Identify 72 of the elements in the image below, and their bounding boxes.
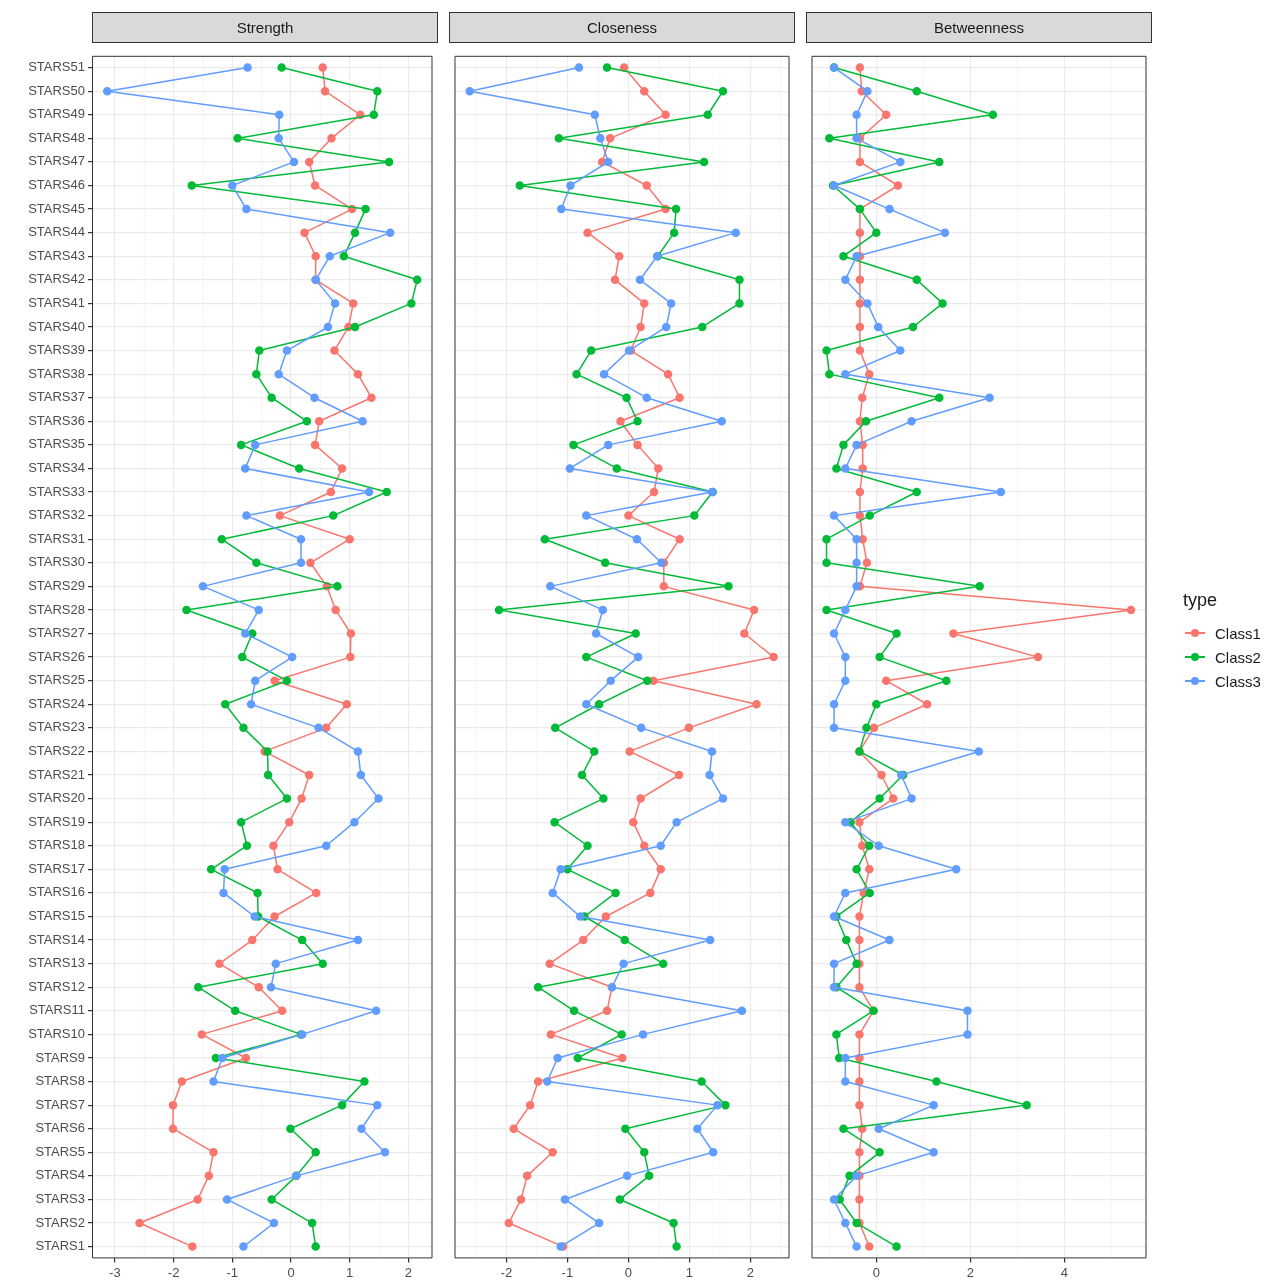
y-tick-label: STARS12 [28,978,85,994]
y-tick-label: STARS34 [28,460,85,476]
y-tick-label: STARS11 [29,1002,85,1018]
y-tick-label: STARS42 [28,271,85,287]
y-tick-label: STARS37 [28,389,85,405]
x-tick-label: -1 [561,1264,574,1280]
y-tick-label: STARS28 [28,601,85,617]
x-tick-label: -2 [167,1264,180,1280]
legend-label: Class1 [1215,624,1261,642]
y-tick-label: STARS32 [28,507,85,523]
y-tick-label: STARS20 [28,790,85,806]
y-tick-label: STARS38 [28,365,85,381]
y-tick-label: STARS15 [28,908,85,924]
y-tick-label: STARS50 [28,82,85,98]
y-tick-label: STARS49 [28,106,85,122]
y-tick-label: STARS46 [28,177,85,193]
y-tick-label: STARS19 [28,813,85,829]
y-tick-label: STARS16 [28,884,85,900]
x-tick-label: -2 [500,1264,513,1280]
y-tick-label: STARS36 [28,412,85,428]
y-tick-label: STARS48 [28,129,85,145]
legend-label: Class2 [1215,648,1261,666]
chart-title: Closeness [449,12,795,43]
x-tick-label: 0 [872,1264,880,1280]
y-tick-label: STARS44 [28,224,85,240]
legend-title: type [1183,590,1219,611]
chart-title: Betweenness [806,12,1152,43]
y-tick-label: STARS10 [28,1025,85,1041]
x-tick-label: 2 [746,1264,755,1280]
chart-title: Strength [92,12,438,43]
x-tick-label: 2 [966,1264,974,1280]
y-tick-label: STARS8 [35,1073,85,1089]
y-tick-label: STARS1 [35,1238,85,1254]
y-tick-label: STARS17 [28,860,85,876]
y-tick-label: STARS43 [28,247,85,263]
x-tick-label: 0 [624,1264,633,1280]
y-tick-label: STARS41 [28,294,85,310]
x-tick-label: 1 [685,1264,694,1280]
y-tick-label: STARS23 [28,719,85,735]
y-tick-label: STARS40 [28,318,85,334]
y-tick-label: STARS26 [28,648,85,664]
y-tick-label: STARS39 [28,342,85,358]
y-tick-label: STARS45 [28,200,85,216]
y-tick-label: STARS22 [28,743,85,758]
y-tick-label: STARS30 [28,554,85,570]
x-tick-label: 0 [287,1264,295,1280]
y-tick-label: STARS9 [35,1049,85,1065]
x-tick-label: 2 [404,1264,413,1280]
y-tick-label: STARS3 [35,1191,85,1207]
legend-label: Class3 [1215,672,1261,690]
y-tick-label: STARS29 [28,577,85,593]
y-tick-label: STARS35 [28,436,85,452]
x-tick-label: -3 [109,1264,121,1280]
y-tick-label: STARS51 [28,59,85,75]
y-tick-label: STARS31 [28,530,85,546]
y-tick-label: STARS33 [28,483,85,499]
x-tick-label: 4 [1060,1264,1068,1280]
y-tick-label: STARS24 [28,695,85,711]
y-tick-label: STARS13 [28,955,85,971]
y-tick-label: STARS14 [28,931,85,947]
y-tick-label: STARS4 [35,1167,85,1183]
x-tick-label: 1 [346,1264,354,1280]
y-tick-label: STARS21 [28,766,85,782]
y-tick-label: STARS18 [28,837,85,853]
y-tick-label: STARS7 [35,1096,85,1112]
y-tick-label: STARS27 [28,625,85,641]
x-tick-label: -1 [226,1264,239,1280]
y-tick-label: STARS47 [28,153,85,169]
y-tick-label: STARS25 [28,672,85,688]
y-tick-label: STARS2 [35,1214,85,1230]
y-tick-label: STARS6 [35,1120,85,1136]
y-tick-label: STARS5 [35,1143,85,1159]
